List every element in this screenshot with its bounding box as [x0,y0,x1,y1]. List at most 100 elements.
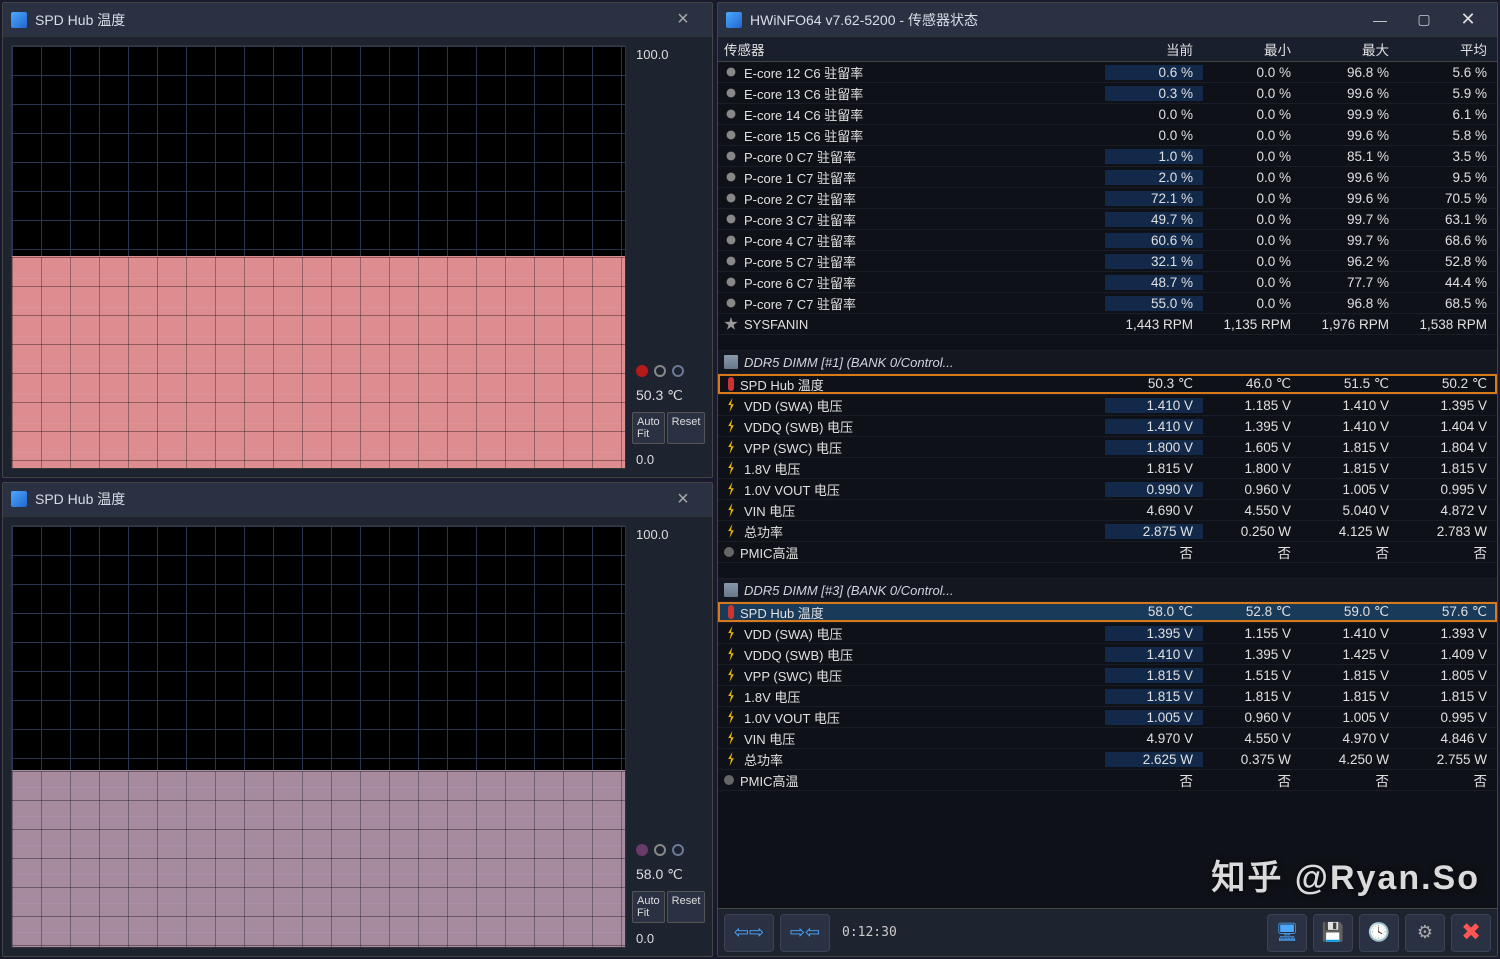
sensor-row[interactable]: 总功率 2.625 W 0.375 W 4.250 W 2.755 W [718,749,1497,770]
sensor-row[interactable]: PMIC高温 否 否 否 否 [718,770,1497,791]
sensor-row[interactable]: P-core 5 C7 驻留率 32.1 % 0.0 % 96.2 % 52.8… [718,251,1497,272]
sensor-max: 99.7 % [1301,212,1399,227]
sensor-row[interactable]: P-core 7 C7 驻留率 55.0 % 0.0 % 96.8 % 68.5… [718,293,1497,314]
clock-icon [724,86,738,100]
sensor-row[interactable]: 总功率 2.875 W 0.250 W 4.125 W 2.783 W [718,521,1497,542]
sensor-min: 1.395 V [1203,419,1301,434]
sensor-row[interactable]: SPD Hub 温度 50.3 ℃ 46.0 ℃ 51.5 ℃ 50.2 ℃ [718,374,1497,395]
monitors-button[interactable]: 🖥 [1267,914,1307,952]
sensor-row[interactable]: P-core 1 C7 驻留率 2.0 % 0.0 % 99.6 % 9.5 % [718,167,1497,188]
close-button[interactable]: × [662,5,704,35]
sensor-row[interactable]: SYSFANIN 1,443 RPM 1,135 RPM 1,976 RPM 1… [718,314,1497,335]
graph-legend[interactable] [632,361,704,381]
sensor-row[interactable]: VPP (SWC) 电压 1.815 V 1.515 V 1.815 V 1.8… [718,665,1497,686]
clock-icon [724,191,738,205]
col-current[interactable]: 当前 [1105,39,1203,59]
expand-button[interactable]: ⇦⇨ [724,914,774,952]
sensor-min: 0.375 W [1203,752,1301,767]
maximize-button[interactable]: ▢ [1403,5,1445,35]
minimize-button[interactable]: — [1359,5,1401,35]
auto-fit-button[interactable]: Auto Fit [632,412,665,444]
sensor-row[interactable]: SPD Hub 温度 58.0 ℃ 52.8 ℃ 59.0 ℃ 57.6 ℃ [718,602,1497,623]
sensor-current: 1.0 % [1105,149,1203,164]
sensor-avg: 0.995 V [1399,710,1497,725]
sensor-row[interactable]: E-core 15 C6 驻留率 0.0 % 0.0 % 99.6 % 5.8 … [718,125,1497,146]
sensor-row[interactable]: E-core 13 C6 驻留率 0.3 % 0.0 % 99.6 % 5.9 … [718,83,1497,104]
sensor-row[interactable]: 1.0V VOUT 电压 1.005 V 0.960 V 1.005 V 0.9… [718,707,1497,728]
sensor-current: 48.7 % [1105,275,1203,290]
sensor-avg: 否 [1399,542,1497,562]
clock-button[interactable]: 🕓 [1359,914,1399,952]
sensor-name: P-core 0 C7 驻留率 [744,147,856,166]
legend-dot[interactable] [636,844,648,856]
sensor-avg: 0.995 V [1399,482,1497,497]
graph-canvas[interactable] [11,45,626,469]
legend-dot[interactable] [654,844,666,856]
section-heading[interactable]: DDR5 DIMM [#1] (BANK 0/Control... [718,351,1497,374]
legend-dot[interactable] [672,844,684,856]
save-button[interactable]: 💾 [1313,914,1353,952]
sensor-row[interactable]: P-core 3 C7 驻留率 49.7 % 0.0 % 99.7 % 63.1… [718,209,1497,230]
settings-button[interactable]: ⚙ [1405,914,1445,952]
graph-titlebar[interactable]: SPD Hub 温度 × [3,483,712,517]
reset-button[interactable]: Reset [667,891,706,923]
sensor-name: VDD (SWA) 电压 [744,396,842,415]
sensor-row[interactable]: E-core 14 C6 驻留率 0.0 % 0.0 % 99.9 % 6.1 … [718,104,1497,125]
col-min[interactable]: 最小 [1203,39,1301,59]
sensor-row[interactable]: VDDQ (SWB) 电压 1.410 V 1.395 V 1.425 V 1.… [718,644,1497,665]
reset-button[interactable]: Reset [667,412,706,444]
sensor-max: 96.8 % [1301,65,1399,80]
close-button[interactable]: × [662,484,704,514]
sensor-current: 2.625 W [1105,752,1203,767]
sensor-current: 否 [1105,542,1203,562]
clock-icon [724,275,738,289]
legend-dot[interactable] [636,365,648,377]
sensor-avg: 2.755 W [1399,752,1497,767]
col-sensor[interactable]: 传感器 [718,39,1105,59]
section-label: DDR5 DIMM [#3] (BANK 0/Control... [744,583,954,598]
sensor-name: E-core 15 C6 驻留率 [744,126,863,145]
sensor-row[interactable]: 1.8V 电压 1.815 V 1.815 V 1.815 V 1.815 V [718,686,1497,707]
col-max[interactable]: 最大 [1301,39,1399,59]
sensor-row[interactable]: 1.8V 电压 1.815 V 1.800 V 1.815 V 1.815 V [718,458,1497,479]
graph-legend[interactable] [632,840,704,860]
graph-canvas[interactable] [11,525,626,949]
sensor-name: VPP (SWC) 电压 [744,438,842,457]
sensor-row[interactable]: E-core 12 C6 驻留率 0.6 % 0.0 % 96.8 % 5.6 … [718,62,1497,83]
sensor-min: 0.960 V [1203,482,1301,497]
legend-dot[interactable] [672,365,684,377]
volt-icon [724,503,738,517]
volt-icon [724,398,738,412]
session-timer: 0:12:30 [836,925,903,940]
sensor-table[interactable]: 传感器 当前 最小 最大 平均 E-core 12 C6 驻留率 0.6 % 0… [718,37,1497,908]
sensor-row[interactable]: 1.0V VOUT 电压 0.990 V 0.960 V 1.005 V 0.9… [718,479,1497,500]
sensor-avg: 4.872 V [1399,503,1497,518]
sensor-row[interactable]: P-core 4 C7 驻留率 60.6 % 0.0 % 99.7 % 68.6… [718,230,1497,251]
sensor-max: 1.815 V [1301,668,1399,683]
sensor-max: 1.425 V [1301,647,1399,662]
sensor-max: 1.815 V [1301,689,1399,704]
sensor-row[interactable]: VIN 电压 4.690 V 4.550 V 5.040 V 4.872 V [718,500,1497,521]
col-avg[interactable]: 平均 [1399,39,1497,59]
sensor-min: 0.0 % [1203,254,1301,269]
sensor-row[interactable]: VDD (SWA) 电压 1.395 V 1.155 V 1.410 V 1.3… [718,623,1497,644]
sensor-row[interactable]: P-core 2 C7 驻留率 72.1 % 0.0 % 99.6 % 70.5… [718,188,1497,209]
section-heading[interactable]: DDR5 DIMM [#3] (BANK 0/Control... [718,579,1497,602]
volt-icon [724,440,738,454]
sensor-row[interactable]: P-core 0 C7 驻留率 1.0 % 0.0 % 85.1 % 3.5 % [718,146,1497,167]
close-button[interactable]: ✕ [1447,5,1489,35]
sensor-row[interactable]: P-core 6 C7 驻留率 48.7 % 0.0 % 77.7 % 44.4… [718,272,1497,293]
sensor-row[interactable]: VPP (SWC) 电压 1.800 V 1.605 V 1.815 V 1.8… [718,437,1497,458]
sensor-row[interactable]: VDDQ (SWB) 电压 1.410 V 1.395 V 1.410 V 1.… [718,416,1497,437]
sensor-row[interactable]: PMIC高温 否 否 否 否 [718,542,1497,563]
auto-fit-button[interactable]: Auto Fit [632,891,665,923]
close-toolbar-button[interactable]: ✖ [1451,914,1491,952]
hwinfo-titlebar[interactable]: HWiNFO64 v7.62-5200 - 传感器状态 — ▢ ✕ [718,3,1497,37]
sensor-row[interactable]: VDD (SWA) 电压 1.410 V 1.185 V 1.410 V 1.3… [718,395,1497,416]
sensor-row[interactable]: VIN 电压 4.970 V 4.550 V 4.970 V 4.846 V [718,728,1497,749]
sensor-min: 4.550 V [1203,731,1301,746]
legend-dot[interactable] [654,365,666,377]
graph-titlebar[interactable]: SPD Hub 温度 × [3,3,712,37]
collapse-button[interactable]: ⇨⇦ [780,914,830,952]
sensor-name: P-core 4 C7 驻留率 [744,231,856,250]
